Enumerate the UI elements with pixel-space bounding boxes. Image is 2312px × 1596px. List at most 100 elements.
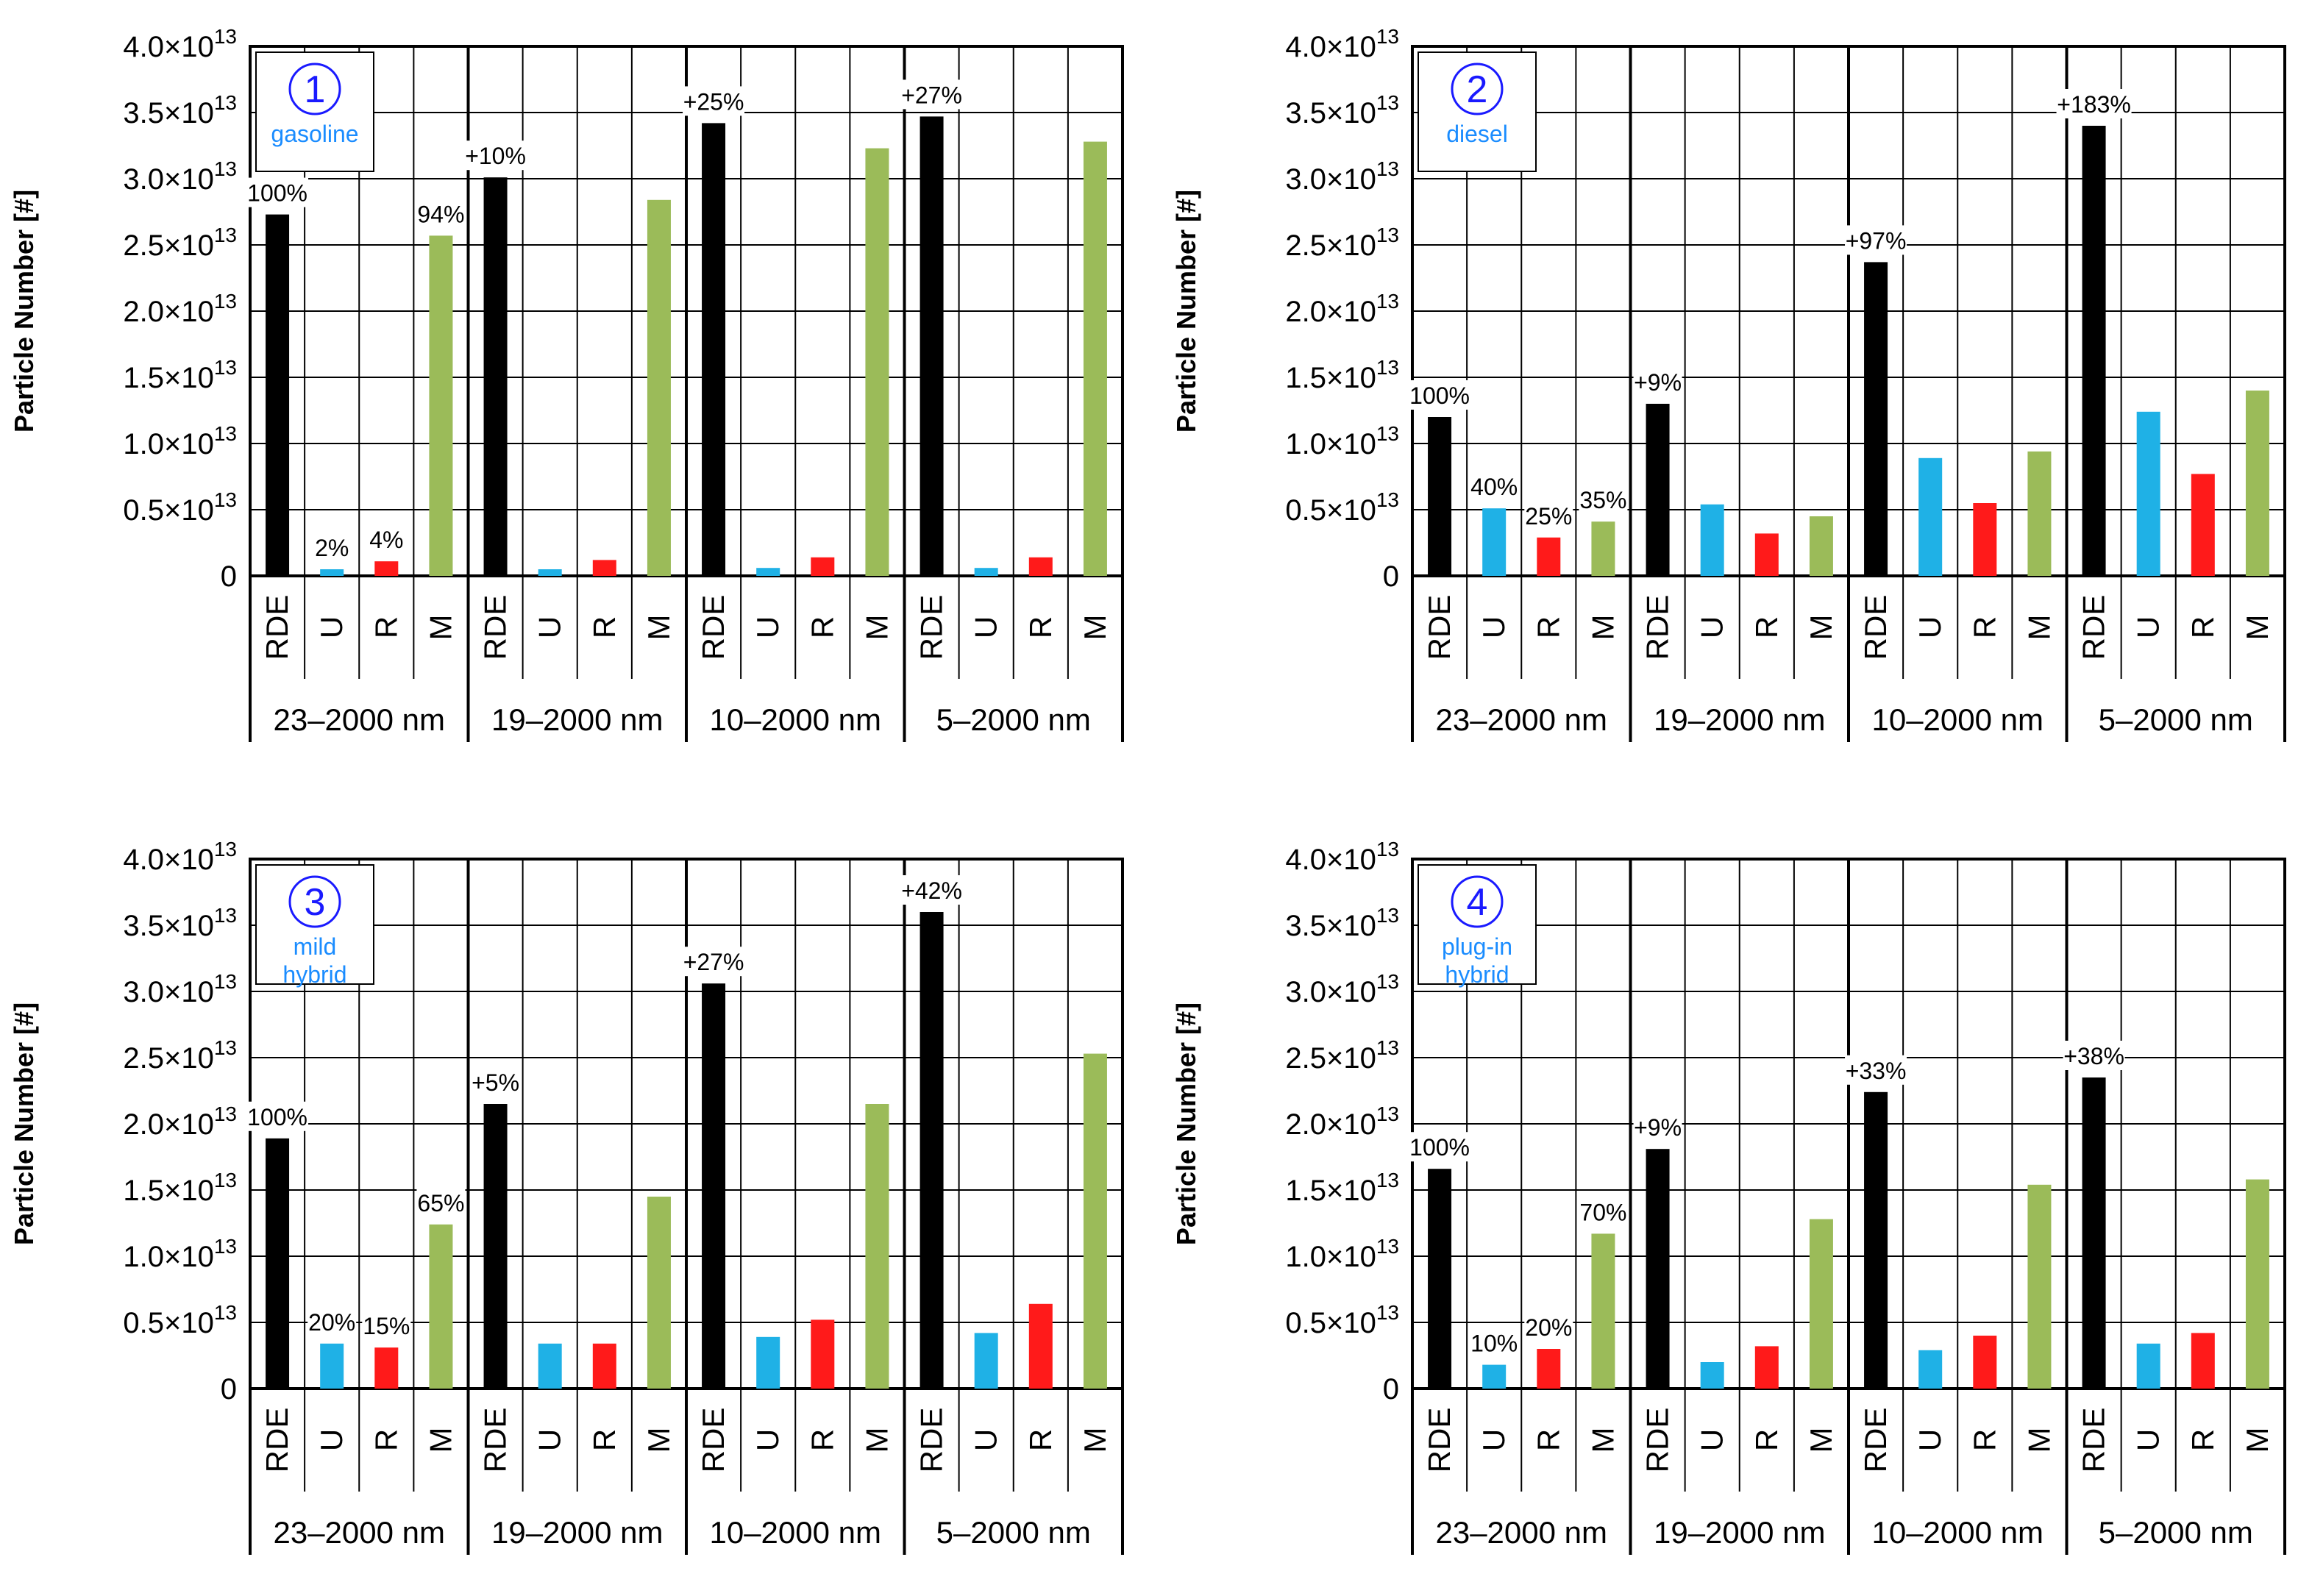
category-label: U: [533, 1429, 567, 1451]
category-label: R: [1967, 616, 2002, 638]
powertrain-badge: [1418, 51, 1537, 172]
bar-u: [1918, 457, 1943, 576]
category-label: R: [1749, 616, 1784, 638]
category-label: RDE: [1422, 595, 1456, 660]
category-label: M: [1585, 615, 1620, 641]
y-tick-label: 3.5×1013: [123, 91, 237, 129]
y-tick-label: 2.5×1013: [123, 1036, 237, 1075]
category-label: M: [641, 615, 676, 641]
plot-frame: [1411, 45, 2286, 577]
bar-annotation: +183%: [2057, 91, 2131, 118]
y-tick-label: 1.0×1013: [123, 1235, 237, 1273]
category-label: M: [2021, 615, 2056, 641]
bar-annotation: 4%: [369, 527, 403, 553]
annotation-bg: [1579, 485, 1628, 515]
badge-number: 1: [305, 68, 326, 111]
bar-u: [2136, 1343, 2160, 1389]
annotation-bg: [683, 947, 745, 977]
category-label: R: [1531, 1429, 1565, 1451]
bar-rde: [2082, 1077, 2106, 1389]
bar-r: [1973, 1336, 1997, 1389]
category-label: RDE: [914, 1408, 949, 1473]
y-tick-label: 4.0×1013: [123, 25, 237, 63]
y-tick-label: 3.0×1013: [123, 970, 237, 1008]
category-label: U: [314, 1429, 349, 1451]
bar-annotation: +25%: [683, 88, 744, 115]
annotation-bg: [2063, 1041, 2125, 1070]
y-tick-label: 1.0×1013: [1285, 422, 1399, 460]
bar-m: [1809, 516, 1833, 576]
powertrain-badge: [255, 51, 374, 172]
annotation-bg: [1633, 1112, 1682, 1142]
annotation-bg: [1470, 471, 1519, 502]
bar-annotation: +5%: [472, 1069, 519, 1096]
annotation-bg: [1633, 367, 1682, 396]
bar-annotation: 20%: [1525, 1314, 1572, 1341]
bar-annotation: 10%: [1470, 1330, 1518, 1357]
category-label: M: [423, 1428, 458, 1453]
bar-m: [1591, 521, 1615, 576]
category-label: R: [2185, 1429, 2220, 1451]
annotation-bg: [246, 1101, 309, 1131]
y-tick-label: 0.5×1013: [1285, 488, 1399, 527]
chart-2: 0 0.5×1013 1.0×1013 1.5×1013 2.0×1013 2.5×101…: [1171, 25, 2286, 742]
bar-annotation: 65%: [417, 1190, 464, 1216]
category-label: U: [2131, 616, 2166, 638]
y-tick-label: 2.0×1013: [123, 290, 237, 328]
annotation-bg: [1845, 1055, 1907, 1085]
category-label: R: [2185, 616, 2220, 638]
bar-annotation: 100%: [1409, 382, 1470, 409]
annotation-bg: [471, 1067, 520, 1097]
bar-annotation: 2%: [315, 535, 349, 561]
badge-number: 4: [1467, 881, 1488, 924]
category-label: U: [750, 1429, 785, 1451]
y-tick-label: 0.5×1013: [123, 488, 237, 527]
bar-annotation: +33%: [1846, 1058, 1907, 1084]
bar-r: [374, 561, 399, 576]
annotation-bg: [362, 1311, 411, 1341]
badge-circle: [1451, 875, 1504, 928]
bar-m: [647, 199, 671, 576]
y-axis-label: Particle Number [#]: [9, 190, 39, 432]
category-label: R: [1531, 616, 1565, 638]
bar-rde: [702, 983, 726, 1389]
badge-circle: [288, 63, 341, 115]
category-label: M: [1804, 615, 1838, 641]
bar-rde: [1646, 404, 1670, 576]
category-label: R: [1023, 616, 1058, 638]
category-label: M: [641, 1428, 676, 1453]
category-label: R: [1967, 1429, 2002, 1451]
size-range-label: 19–2000 nm: [491, 1515, 664, 1550]
bar-annotation: +10%: [465, 143, 526, 169]
bar-m: [865, 148, 889, 577]
bar-rde: [920, 912, 944, 1389]
bar-rde: [1428, 1169, 1452, 1389]
y-tick-label: 0.5×1013: [1285, 1301, 1399, 1339]
y-tick-label: 4.0×1013: [1285, 25, 1399, 63]
category-label: RDE: [478, 1408, 513, 1473]
y-tick-label: 1.0×1013: [123, 422, 237, 460]
category-label: RDE: [478, 595, 513, 660]
size-range-label: 5–2000 nm: [936, 1515, 1091, 1550]
size-range-label: 10–2000 nm: [1871, 702, 2044, 737]
bar-annotation: 100%: [1409, 1134, 1470, 1161]
category-label: M: [2240, 615, 2274, 641]
badge-label: hybrid: [1445, 961, 1509, 988]
annotation-bg: [1845, 225, 1907, 255]
bar-rde: [1864, 262, 1888, 576]
powertrain-badge: [1418, 864, 1537, 985]
bar-rde: [920, 116, 944, 576]
bar-r: [592, 560, 616, 576]
y-tick-label: 3.0×1013: [1285, 157, 1399, 196]
bar-annotation: +38%: [2063, 1043, 2124, 1069]
y-tick-label: 1.5×1013: [1285, 1169, 1399, 1207]
size-range-label: 19–2000 nm: [491, 702, 664, 737]
category-label: RDE: [260, 1408, 294, 1473]
bar-annotation: +9%: [1634, 369, 1682, 396]
bar-m: [429, 1224, 453, 1389]
annotation-bg: [1524, 500, 1573, 530]
bar-annotation: +27%: [901, 82, 962, 108]
bar-annotation: 20%: [308, 1309, 355, 1336]
category-label: M: [1078, 1428, 1112, 1453]
